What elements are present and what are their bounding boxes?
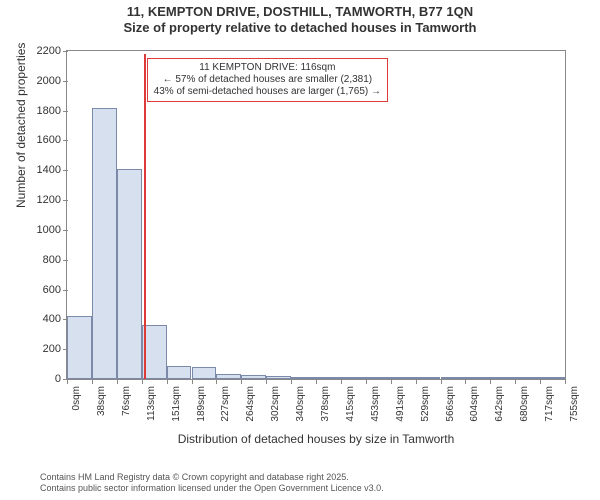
x-tick-label: 415sqm <box>345 386 356 422</box>
y-tick-label: 1000 <box>37 224 67 236</box>
histogram-bar <box>441 377 466 379</box>
x-tick-mark <box>92 379 93 384</box>
y-tick-label: 2000 <box>37 75 67 87</box>
y-tick-label: 200 <box>43 343 67 355</box>
y-tick-label: 1400 <box>37 164 67 176</box>
x-tick-mark <box>67 379 68 384</box>
x-tick-label: 566sqm <box>445 386 456 422</box>
property-marker-line <box>144 54 146 379</box>
histogram-bar <box>416 377 441 379</box>
x-tick-label: 604sqm <box>469 386 480 422</box>
x-tick-label: 38sqm <box>96 386 107 417</box>
histogram-bar <box>117 169 142 379</box>
annotation-smaller: ← 57% of detached houses are smaller (2,… <box>154 74 381 86</box>
x-tick-label: 0sqm <box>71 386 82 412</box>
x-tick-mark <box>465 379 466 384</box>
annotation-larger: 43% of semi-detached houses are larger (… <box>154 86 381 98</box>
x-tick-label: 717sqm <box>544 386 555 422</box>
x-tick-label: 264sqm <box>245 386 256 422</box>
y-tick-label: 1200 <box>37 194 67 206</box>
x-tick-mark <box>291 379 292 384</box>
x-tick-mark <box>441 379 442 384</box>
histogram-bar <box>241 375 266 379</box>
y-tick-label: 1600 <box>37 134 67 146</box>
x-tick-mark <box>117 379 118 384</box>
y-tick-label: 1800 <box>37 105 67 117</box>
y-tick-label: 400 <box>43 313 67 325</box>
x-tick-label: 151sqm <box>171 386 182 422</box>
y-tick-label: 2200 <box>37 45 67 57</box>
x-tick-mark <box>341 379 342 384</box>
x-tick-label: 227sqm <box>220 386 231 422</box>
histogram-bar <box>540 377 565 379</box>
x-tick-mark <box>515 379 516 384</box>
x-tick-label: 642sqm <box>494 386 505 422</box>
x-tick-label: 453sqm <box>370 386 381 422</box>
x-tick-label: 529sqm <box>420 386 431 422</box>
x-tick-mark <box>366 379 367 384</box>
footer-line-1: Contains HM Land Registry data © Crown c… <box>40 472 384 483</box>
y-tick-label: 0 <box>55 373 67 385</box>
footer-credits: Contains HM Land Registry data © Crown c… <box>40 472 384 495</box>
y-axis-label: Number of detached properties <box>14 43 28 208</box>
x-tick-label: 755sqm <box>569 386 580 422</box>
x-tick-mark <box>416 379 417 384</box>
x-tick-mark <box>167 379 168 384</box>
histogram-bar <box>291 377 316 379</box>
x-tick-mark <box>391 379 392 384</box>
x-tick-mark <box>216 379 217 384</box>
histogram-bar <box>167 366 192 379</box>
histogram-bar <box>67 316 92 379</box>
x-tick-label: 491sqm <box>395 386 406 422</box>
histogram-chart: Number of detached properties 0200400600… <box>0 40 600 440</box>
footer-line-2: Contains public sector information licen… <box>40 483 384 494</box>
x-tick-mark <box>266 379 267 384</box>
y-tick-label: 800 <box>43 254 67 266</box>
histogram-bar <box>266 376 291 379</box>
page-title-2: Size of property relative to detached ho… <box>0 20 600 36</box>
x-tick-mark <box>142 379 143 384</box>
property-annotation: 11 KEMPTON DRIVE: 116sqm← 57% of detache… <box>147 58 388 102</box>
x-tick-label: 189sqm <box>196 386 207 422</box>
x-tick-label: 113sqm <box>146 386 157 422</box>
histogram-bar <box>341 377 366 379</box>
histogram-bar <box>216 374 241 379</box>
plot-area: 0200400600800100012001400160018002000220… <box>66 50 566 380</box>
x-tick-label: 76sqm <box>121 386 132 417</box>
histogram-bar <box>490 377 515 379</box>
histogram-bar <box>316 377 341 379</box>
page-title-1: 11, KEMPTON DRIVE, DOSTHILL, TAMWORTH, B… <box>0 4 600 20</box>
histogram-bar <box>465 377 490 379</box>
x-tick-label: 302sqm <box>270 386 281 422</box>
x-axis-label: Distribution of detached houses by size … <box>66 432 566 446</box>
histogram-bar <box>391 377 416 379</box>
x-tick-mark <box>540 379 541 384</box>
x-tick-mark <box>565 379 566 384</box>
y-tick-label: 600 <box>43 284 67 296</box>
histogram-bar <box>192 367 217 379</box>
histogram-bar <box>515 377 540 379</box>
histogram-bar <box>92 108 117 379</box>
x-tick-label: 340sqm <box>295 386 306 422</box>
histogram-bar <box>366 377 391 379</box>
x-tick-mark <box>490 379 491 384</box>
x-tick-label: 680sqm <box>519 386 530 422</box>
x-tick-mark <box>316 379 317 384</box>
x-tick-mark <box>241 379 242 384</box>
x-tick-label: 378sqm <box>320 386 331 422</box>
annotation-title: 11 KEMPTON DRIVE: 116sqm <box>154 62 381 74</box>
x-tick-mark <box>192 379 193 384</box>
